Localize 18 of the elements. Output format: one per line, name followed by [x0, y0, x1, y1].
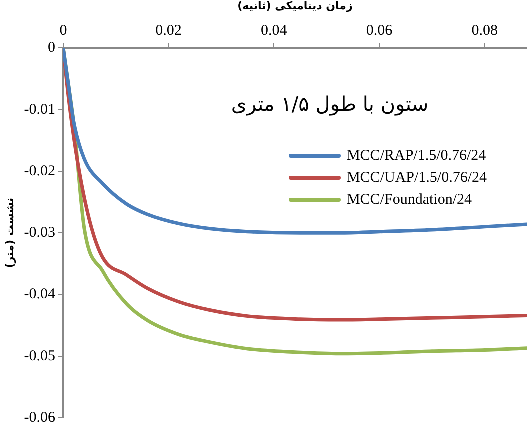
y-tick-label: -0.04 — [24, 286, 56, 303]
y-tick-label: -0.05 — [24, 348, 56, 364]
x-tick-label: 0.08 — [472, 23, 498, 40]
y-tick-label: -0.01 — [24, 102, 56, 118]
legend-label: MCC/RAP/1.5/0.76/24 — [346, 148, 486, 164]
y-tick-label: -0.03 — [24, 225, 56, 242]
y-axis-title: نشست (متر) — [3, 198, 16, 268]
legend-label: MCC/UAP/1.5/0.76/24 — [346, 170, 487, 186]
x-tick-label: 0 — [60, 23, 68, 40]
x-tick-label: 0.02 — [156, 23, 182, 40]
x-tick-label: 0.04 — [261, 23, 288, 40]
y-tick-label: -0.02 — [24, 163, 56, 180]
legend-label: MCC/Foundation/24 — [346, 192, 472, 208]
y-tick-label: -0.06 — [24, 410, 56, 426]
x-tick-label: 0.06 — [366, 23, 394, 40]
y-tick-label: 0 — [48, 40, 56, 56]
text: ستون با طول ۱/۵ متری — [230, 92, 430, 116]
x-axis-title: زمان دینامیکی (ثانیه) — [238, 0, 353, 12]
